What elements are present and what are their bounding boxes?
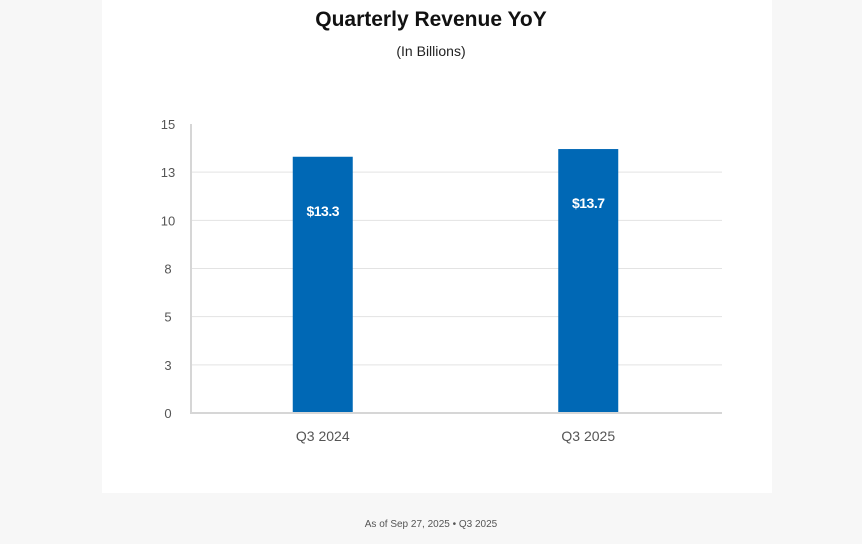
x-axis-ticks: Q3 2024 Q3 2025 [296, 428, 615, 444]
y-tick-label: 10 [161, 213, 175, 228]
chart-title: Quarterly Revenue YoY [315, 8, 547, 31]
as-of-footer: As of Sep 27, 2025 • Q3 2025 [364, 519, 498, 530]
x-tick-label: Q3 2024 [296, 428, 350, 444]
gridlines [191, 171, 722, 366]
y-tick-label: 13 [161, 165, 175, 180]
data-labels: $13.3 $13.7 [306, 195, 605, 219]
bar-data-label: $13.3 [306, 203, 339, 219]
y-tick-label: 5 [164, 310, 171, 325]
y-tick-label: 8 [164, 262, 171, 277]
y-axis-ticks: 0 3 5 8 10 13 15 [161, 117, 175, 421]
y-tick-label: 3 [164, 358, 171, 373]
y-tick-label: 15 [161, 117, 175, 132]
chart-card [102, 0, 772, 493]
chart-subtitle: (In Billions) [396, 43, 466, 59]
bar-q3-2025 [558, 149, 619, 412]
x-tick-label: Q3 2025 [561, 428, 615, 444]
bars [292, 149, 619, 412]
bar-data-label: $13.7 [572, 195, 605, 211]
bar-q3-2024 [292, 156, 353, 412]
y-tick-label: 0 [164, 406, 171, 421]
